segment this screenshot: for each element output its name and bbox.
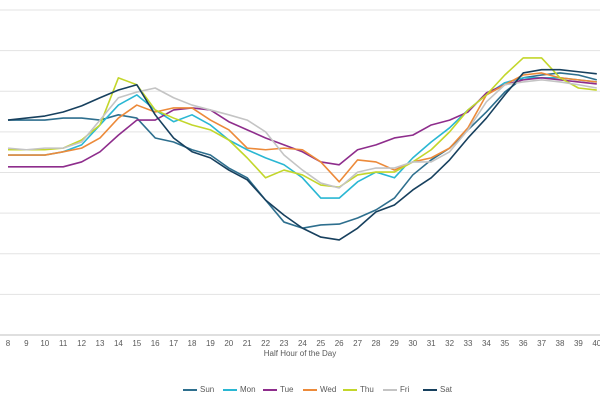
x-tick-label: 20: [224, 339, 233, 348]
x-tick-label: 40: [592, 339, 600, 348]
x-tick-label: 15: [132, 339, 141, 348]
x-tick-label: 21: [243, 339, 252, 348]
x-tick-label: 18: [188, 339, 197, 348]
x-tick-label: 17: [169, 339, 178, 348]
x-tick-label: 32: [445, 339, 454, 348]
x-tick-label: 30: [408, 339, 417, 348]
x-tick-label: 29: [390, 339, 399, 348]
x-tick-label: 35: [500, 339, 509, 348]
x-tick-label: 39: [574, 339, 583, 348]
x-tick-label: 37: [537, 339, 546, 348]
x-tick-label: 19: [206, 339, 215, 348]
legend-label: Thu: [360, 385, 374, 394]
x-tick-label: 38: [556, 339, 565, 348]
x-tick-label: 23: [280, 339, 289, 348]
legend-label: Sun: [200, 385, 214, 394]
x-tick-label: 27: [353, 339, 362, 348]
legend-label: Sat: [440, 385, 453, 394]
x-tick-label: 36: [519, 339, 528, 348]
x-tick-label: 26: [335, 339, 344, 348]
x-tick-label: 33: [464, 339, 473, 348]
series-line: [7, 79, 597, 189]
x-tick-label: 10: [40, 339, 49, 348]
x-tick-label: 12: [77, 339, 86, 348]
legend-label: Tue: [280, 385, 294, 394]
x-tick-label: 22: [261, 339, 270, 348]
legend-label: Mon: [240, 385, 256, 394]
series-line: [8, 77, 597, 199]
series-line: [8, 57, 597, 188]
x-tick-label: 24: [298, 339, 307, 348]
x-tick-label: 11: [59, 339, 68, 348]
x-axis-title: Half Hour of the Day: [264, 349, 336, 358]
x-tick-label: 28: [372, 339, 381, 348]
legend-label: Wed: [320, 385, 336, 394]
series-line: [7, 68, 597, 241]
x-tick-label: 34: [482, 339, 491, 348]
x-tick-label: 16: [151, 339, 160, 348]
x-tick-label: 9: [24, 339, 29, 348]
x-tick-label: 8: [6, 339, 11, 348]
series-line: [8, 72, 597, 183]
x-tick-label: 14: [114, 339, 123, 348]
x-tick-label: 13: [96, 339, 105, 348]
x-tick-label: 31: [427, 339, 436, 348]
x-tick-label: 25: [316, 339, 325, 348]
legend-label: Fri: [400, 385, 410, 394]
